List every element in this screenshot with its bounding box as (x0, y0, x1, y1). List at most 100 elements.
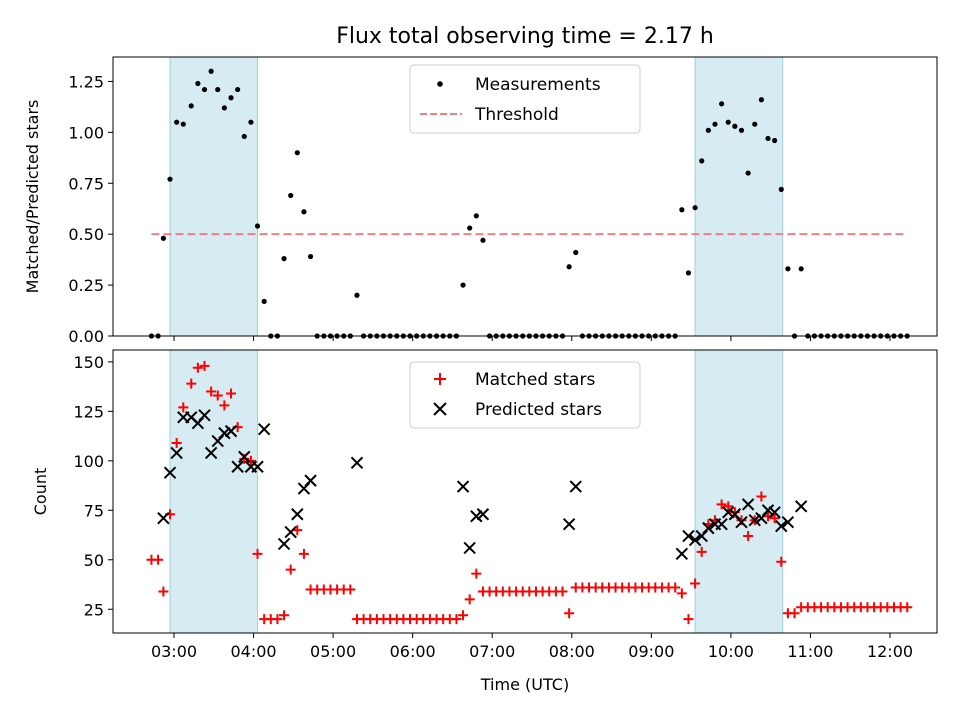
matched-star-point (199, 360, 210, 371)
matched-star-point (690, 578, 701, 589)
predicted-star-point (251, 460, 264, 473)
predicted-star-point (238, 450, 251, 464)
predicted-star-point (224, 424, 238, 438)
bottom-y-axis-label: Count (31, 468, 50, 516)
matched-star-point (186, 378, 197, 389)
measurement-point (208, 68, 214, 74)
predicted-star-point (781, 515, 795, 529)
measurements-legend-marker (437, 81, 443, 87)
matched-star-point (789, 608, 800, 619)
matched-legend-marker (434, 373, 446, 385)
measurement-point (758, 97, 764, 103)
y-tick-label: 125 (73, 402, 104, 421)
matched-star-point (279, 610, 290, 621)
matched-star-point (458, 610, 469, 621)
predicted-star-point (775, 519, 788, 533)
measurement-point (467, 225, 473, 231)
predicted-star-point (257, 422, 271, 436)
observing-window-shade (169, 349, 259, 634)
measurement-point (248, 119, 254, 125)
y-tick-label: 50 (84, 551, 104, 570)
matched-star-point (557, 586, 568, 597)
measurement-point (354, 292, 360, 298)
y-tick-label: 0.50 (68, 225, 104, 244)
matched-star-point (153, 554, 164, 565)
measurement-point (201, 86, 208, 93)
measurement-point (738, 127, 745, 133)
top-y-axis-label: Matched/Predicted stars (23, 100, 42, 294)
bottom-panel: 25 50 75 100 125 150 03:00 04:00 05:00 06:00 07:0… (31, 349, 938, 661)
measurement-point (288, 192, 294, 199)
predicted-star-point (476, 508, 490, 521)
y-tick-label: 75 (84, 501, 104, 520)
matched-star-point (756, 491, 767, 502)
matched-star-point (206, 386, 217, 397)
matched-star-point (171, 438, 182, 449)
measurement-point (294, 150, 300, 156)
x-tick-label: 12:00 (867, 642, 913, 661)
measurement-point (785, 266, 791, 272)
matched-star-point (212, 390, 223, 401)
predicted-star-point (198, 409, 211, 422)
matched-star-point (285, 564, 296, 575)
measurement-point (473, 213, 479, 219)
x-tick-label: 05:00 (310, 642, 356, 661)
measurement-point (180, 121, 186, 127)
predicted-star-point (715, 517, 728, 531)
matched-star-point (464, 594, 475, 605)
matched-star-point (676, 588, 687, 599)
predicted-star-point (741, 498, 755, 511)
matched-star-point (226, 388, 237, 399)
matched-star-point (769, 513, 780, 524)
chart-title: Flux total observing time = 2.17 h (336, 24, 714, 49)
matched-star-point (716, 499, 727, 510)
matched-star-point (192, 362, 203, 373)
predicted-star-point (163, 466, 177, 479)
y-tick-label: 1.00 (68, 123, 104, 142)
matched-star-point (298, 548, 309, 559)
measurement-point (778, 186, 784, 192)
matched-star-point (564, 608, 575, 619)
measurement-point (732, 123, 738, 129)
predicted-star-point (170, 446, 183, 460)
measurement-point (699, 158, 705, 164)
y-tick-label: 150 (73, 353, 104, 372)
predicted-star-point (682, 529, 695, 543)
measurement-point (281, 256, 287, 262)
measurement-point (798, 266, 804, 272)
measurement-point (221, 105, 227, 111)
top-panel: 0.00 0.25 0.50 0.75 1.00 1.25 Matched/Predict… (23, 56, 938, 346)
matched-star-point (345, 584, 356, 595)
matched-star-point (743, 531, 754, 542)
measurement-point (235, 86, 241, 93)
predicted-star-point (569, 480, 582, 493)
measurement-point (261, 298, 267, 304)
y-tick-label: 100 (73, 452, 104, 471)
matched-star-point (776, 556, 787, 567)
x-axis-label: Time (UTC) (480, 675, 569, 694)
measurement-point (195, 80, 201, 87)
x-tick-label: 06:00 (390, 642, 436, 661)
measurement-point (160, 235, 166, 241)
measurement-point (765, 135, 771, 142)
matched-star-point (471, 568, 482, 579)
measurement-point (174, 119, 180, 125)
predicted-star-point (688, 533, 702, 547)
matched-star-point (723, 501, 734, 512)
observing-window-shade (169, 56, 259, 337)
predicted-legend-marker (433, 402, 447, 416)
measurement-point (228, 95, 234, 101)
matched-star-point (670, 582, 681, 593)
measurement-point (573, 249, 579, 256)
measurement-point (705, 127, 711, 133)
x-tick-label: 07:00 (469, 642, 515, 661)
x-tick-label: 08:00 (549, 642, 595, 661)
y-tick-label: 0.25 (68, 276, 104, 295)
predicted-star-point (794, 500, 808, 513)
predicted-star-point (562, 517, 576, 531)
matched-star-point (696, 546, 707, 557)
measurements-legend-label: Measurements (475, 75, 601, 95)
measurement-point (460, 282, 466, 288)
predicted-star-point (702, 521, 715, 535)
predicted-legend-label: Predicted stars (475, 400, 602, 420)
